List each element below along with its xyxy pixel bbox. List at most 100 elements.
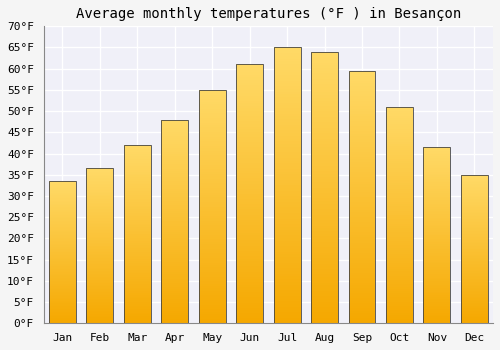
Bar: [348, 134, 376, 136]
Bar: [162, 132, 188, 134]
Bar: [236, 155, 263, 158]
Bar: [198, 314, 226, 316]
Bar: [386, 170, 413, 172]
Bar: [386, 308, 413, 310]
Bar: [386, 185, 413, 187]
Bar: [348, 306, 376, 308]
Bar: [124, 239, 151, 241]
Bar: [49, 184, 76, 186]
Bar: [348, 220, 376, 222]
Bar: [424, 168, 450, 170]
Bar: [424, 264, 450, 265]
Bar: [124, 318, 151, 320]
Bar: [198, 190, 226, 192]
Bar: [162, 136, 188, 138]
Bar: [236, 215, 263, 217]
Bar: [236, 274, 263, 277]
Bar: [124, 163, 151, 165]
Bar: [348, 174, 376, 177]
Bar: [348, 74, 376, 76]
Bar: [86, 172, 114, 173]
Bar: [386, 118, 413, 120]
Bar: [311, 79, 338, 82]
Bar: [49, 210, 76, 211]
Bar: [274, 56, 300, 58]
Bar: [124, 154, 151, 156]
Bar: [236, 253, 263, 256]
Bar: [162, 144, 188, 146]
Bar: [162, 287, 188, 289]
Bar: [49, 198, 76, 200]
Bar: [386, 109, 413, 111]
Bar: [274, 78, 300, 80]
Bar: [162, 209, 188, 211]
Bar: [86, 243, 114, 244]
Bar: [162, 179, 188, 181]
Bar: [236, 160, 263, 163]
Bar: [236, 90, 263, 93]
Bar: [386, 300, 413, 302]
Bar: [386, 258, 413, 260]
Bar: [236, 153, 263, 155]
Bar: [124, 174, 151, 175]
Bar: [86, 254, 114, 255]
Bar: [236, 282, 263, 285]
Bar: [461, 283, 488, 285]
Bar: [198, 116, 226, 118]
Bar: [49, 197, 76, 198]
Bar: [461, 206, 488, 208]
Bar: [311, 136, 338, 139]
Bar: [198, 309, 226, 312]
Bar: [86, 306, 114, 308]
Bar: [424, 237, 450, 239]
Bar: [162, 140, 188, 142]
Bar: [348, 189, 376, 192]
Bar: [311, 101, 338, 103]
Bar: [274, 282, 300, 285]
Bar: [236, 225, 263, 228]
Bar: [348, 245, 376, 247]
Bar: [86, 297, 114, 299]
Bar: [162, 187, 188, 189]
Bar: [162, 285, 188, 287]
Bar: [198, 230, 226, 232]
Bar: [49, 252, 76, 254]
Bar: [274, 240, 300, 243]
Bar: [461, 259, 488, 261]
Bar: [461, 251, 488, 252]
Bar: [198, 272, 226, 274]
Bar: [198, 174, 226, 176]
Bar: [124, 229, 151, 231]
Bar: [236, 150, 263, 153]
Bar: [348, 268, 376, 270]
Bar: [86, 258, 114, 260]
Bar: [236, 300, 263, 303]
Bar: [198, 104, 226, 106]
Bar: [124, 215, 151, 216]
Bar: [348, 111, 376, 114]
Bar: [461, 176, 488, 178]
Bar: [198, 251, 226, 253]
Bar: [162, 234, 188, 236]
Bar: [86, 207, 114, 209]
Bar: [424, 191, 450, 193]
Bar: [124, 200, 151, 202]
Bar: [86, 227, 114, 229]
Bar: [162, 224, 188, 225]
Bar: [49, 181, 76, 323]
Bar: [274, 290, 300, 293]
Bar: [274, 268, 300, 271]
Bar: [86, 205, 114, 207]
Bar: [162, 152, 188, 154]
Bar: [86, 189, 114, 190]
Bar: [124, 213, 151, 215]
Bar: [386, 226, 413, 228]
Bar: [311, 245, 338, 247]
Bar: [86, 257, 114, 258]
Bar: [311, 313, 338, 315]
Bar: [386, 157, 413, 159]
Bar: [348, 81, 376, 83]
Bar: [386, 131, 413, 133]
Bar: [461, 314, 488, 316]
Bar: [386, 189, 413, 191]
